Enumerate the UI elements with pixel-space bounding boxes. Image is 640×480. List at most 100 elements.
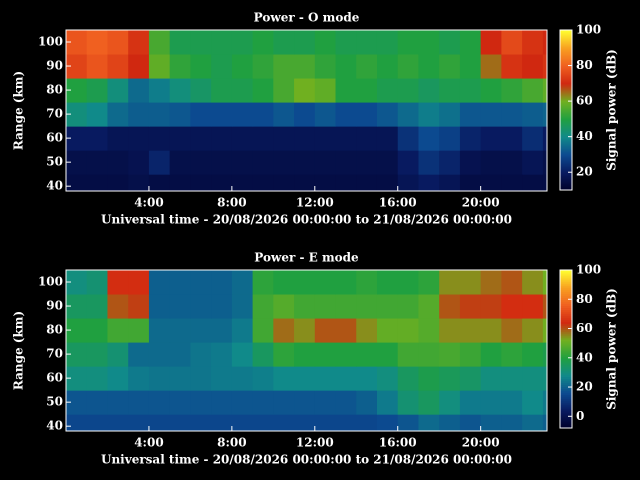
heat-cell: [418, 270, 440, 295]
colorbar-segment: [560, 376, 572, 380]
y-tick-label: 90: [46, 59, 63, 73]
heat-cell: [542, 102, 548, 127]
heat-cell: [501, 30, 523, 55]
heat-cell: [522, 390, 544, 415]
heat-cell: [66, 126, 88, 151]
colorbar-segment: [560, 356, 572, 360]
x-tick-label: 8:00: [217, 436, 246, 450]
heat-cell: [522, 270, 544, 295]
heat-cell: [169, 174, 191, 192]
heat-cell: [231, 366, 254, 391]
colorbar-segment: [560, 188, 572, 191]
heat-cell: [418, 366, 440, 391]
heat-cell: [335, 342, 357, 367]
heat-cell: [148, 54, 171, 79]
heat-cell: [522, 126, 544, 151]
heat-cell: [522, 318, 544, 343]
heat-cell: [231, 342, 254, 367]
colorbar-segment: [560, 158, 572, 161]
heat-cell: [501, 78, 523, 103]
colorbar-segment: [560, 275, 572, 279]
heat-cell: [439, 366, 461, 391]
heat-cell: [252, 294, 274, 319]
heat-cell: [314, 78, 337, 103]
heat-cell: [335, 30, 357, 55]
heat-cell: [148, 390, 171, 415]
x-tick-label: 8:00: [217, 196, 246, 210]
heat-cell: [231, 150, 254, 175]
heat-cell: [542, 30, 548, 55]
heat-cell: [459, 126, 482, 151]
heat-cell: [211, 126, 233, 151]
heat-cell: [107, 366, 129, 391]
heat-cell: [211, 342, 233, 367]
heat-cell: [376, 318, 399, 343]
heat-cell: [107, 294, 129, 319]
colorbar-segment: [560, 120, 572, 123]
colorbar-segment: [560, 104, 572, 107]
heat-cell: [169, 126, 191, 151]
colorbar-segment: [560, 398, 572, 401]
heat-cell: [252, 174, 274, 192]
colorbar-segment: [560, 358, 572, 362]
heat-cell: [356, 366, 378, 391]
colorbar-segment: [560, 180, 572, 183]
heat-cell: [294, 102, 316, 127]
heat-cell: [273, 174, 295, 192]
heat-cell: [128, 414, 150, 432]
y-tick-label: 100: [38, 35, 63, 49]
heat-cell: [376, 366, 399, 391]
heat-cell: [107, 78, 129, 103]
heat-cell: [128, 270, 150, 295]
colorbar-segment: [560, 72, 572, 75]
colorbar-segment: [560, 32, 572, 35]
heat-cell: [190, 318, 212, 343]
colorbar-segment: [560, 186, 572, 189]
colorbar-segment: [560, 418, 572, 421]
colorbar-tick-label: 60: [576, 321, 593, 335]
colorbar-segment: [560, 384, 572, 388]
colorbar-segment: [560, 46, 572, 49]
heat-cell: [128, 390, 150, 415]
heat-cell: [501, 294, 523, 319]
heat-cell: [376, 54, 399, 79]
colorbar-segment: [560, 184, 572, 187]
heat-cell: [273, 318, 295, 343]
heat-cell: [397, 342, 419, 367]
colorbar-segment: [560, 412, 572, 415]
heat-cell: [501, 174, 523, 192]
heat-cell: [376, 150, 399, 175]
heat-cell: [439, 318, 461, 343]
colorbar-segment: [560, 396, 572, 399]
heat-cell: [314, 342, 337, 367]
colorbar-segment: [560, 76, 572, 79]
heat-cell: [397, 294, 419, 319]
colorbar-segment: [560, 420, 572, 423]
heat-cell: [211, 150, 233, 175]
heat-cell: [376, 174, 399, 192]
heat-cell: [252, 30, 274, 55]
heat-cell: [252, 414, 274, 432]
heat-cell: [501, 390, 523, 415]
heat-cell: [542, 126, 548, 151]
heat-cell: [294, 294, 316, 319]
heat-cell: [356, 150, 378, 175]
heat-cell: [252, 318, 274, 343]
heat-cell: [86, 126, 108, 151]
heat-cell: [86, 102, 108, 127]
heat-cell: [190, 342, 212, 367]
colorbar-tick-label: 80: [576, 58, 593, 72]
heat-cell: [231, 78, 254, 103]
heat-cell: [128, 54, 150, 79]
colorbar-segment: [560, 343, 572, 346]
heat-cell: [86, 150, 108, 175]
heat-cell: [252, 342, 274, 367]
colorbar-segment: [560, 154, 572, 157]
heat-cell: [86, 78, 108, 103]
heat-cell: [459, 294, 482, 319]
heat-cell: [66, 342, 88, 367]
colorbar-tick-label: 80: [576, 292, 593, 306]
heat-cell: [314, 126, 337, 151]
heat-cell: [107, 414, 129, 432]
heat-cell: [397, 102, 419, 127]
